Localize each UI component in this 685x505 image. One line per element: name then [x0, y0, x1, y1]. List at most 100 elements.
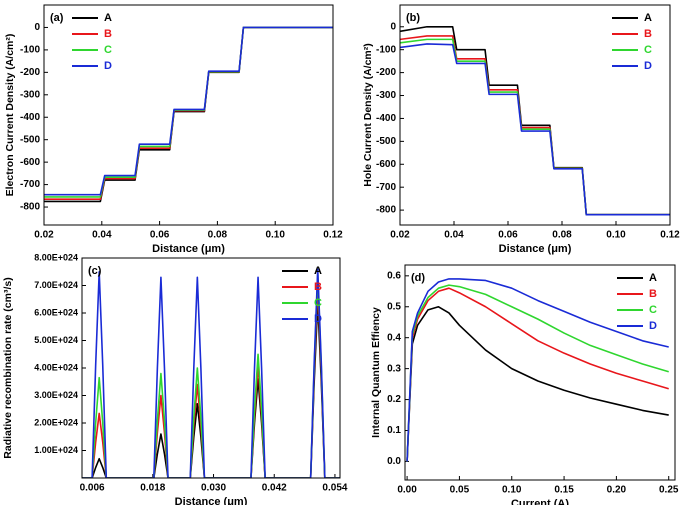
x-tick-label: 0.018: [140, 483, 165, 494]
x-tick-label: 0.04: [444, 230, 464, 241]
y-tick-label: -600: [376, 159, 396, 170]
y-tick-label: 0.6: [387, 270, 401, 281]
panel: 0.02 0.04 0.06 0.08 0.10 0.12 0 -100 -200 -300 -40…: [362, 4, 680, 255]
legend-label: D: [314, 313, 322, 325]
series-line: [406, 287, 669, 462]
x-axis-title: Distance (μm): [175, 496, 248, 505]
x-tick-label: 0.05: [450, 485, 470, 496]
series-line: [400, 43, 670, 216]
series-line: [82, 268, 340, 478]
y-tick-label: 0.4: [387, 332, 401, 343]
legend-label: C: [104, 44, 112, 56]
panel-label: (d): [411, 272, 425, 284]
x-axis-title: Distance (μm): [152, 243, 225, 255]
x-tick-label: 0.10: [606, 230, 626, 241]
y-tick-label: 0: [390, 21, 396, 32]
series-line: [406, 305, 669, 462]
y-tick-label: -400: [376, 113, 396, 124]
y-tick-label: -600: [20, 157, 40, 168]
x-tick-label: 0.25: [659, 485, 679, 496]
x-tick-label: 0.20: [607, 485, 627, 496]
x-tick-label: 0.15: [554, 485, 574, 496]
legend-label: A: [644, 12, 652, 24]
y-tick-label: 5.00E+024: [34, 335, 78, 345]
series-line: [406, 278, 669, 462]
plot-lines: [400, 25, 670, 216]
y-axis-title: Radiative recombination rate (cm³/s): [2, 277, 14, 458]
legend-label: B: [649, 288, 657, 300]
series-line: [406, 284, 669, 462]
legend-label: A: [314, 265, 322, 277]
y-tick-label: 0.0: [387, 456, 401, 467]
plot-lines: [406, 278, 669, 462]
x-tick-label: 0.02: [390, 230, 410, 241]
y-tick-label: 0.5: [387, 301, 401, 312]
panel: 0.00 0.05 0.10 0.15 0.20 0.25 0.0 0.1 0.2 0.3 0.4 0…: [370, 264, 679, 505]
legend-label: B: [644, 28, 652, 40]
y-tick-label: -100: [376, 44, 396, 55]
legend-label: D: [104, 60, 112, 72]
y-tick-label: -100: [20, 45, 40, 56]
y-tick-label: -300: [376, 90, 396, 101]
series-line: [44, 26, 333, 200]
y-tick-label: -500: [376, 136, 396, 147]
x-tick-label: 0.08: [552, 230, 572, 241]
y-tick-label: -800: [20, 202, 40, 213]
y-axis-title: Electron Current Density (A/cm²): [4, 34, 16, 197]
y-tick-label: 0.1: [387, 425, 401, 436]
series-line: [82, 301, 340, 478]
panel-label: (a): [50, 12, 64, 24]
x-tick-label: 0.006: [80, 483, 105, 494]
y-tick-label: -200: [20, 67, 40, 78]
legend-label: A: [649, 272, 657, 284]
y-tick-label: 2.00E+024: [34, 417, 78, 427]
legend-label: A: [104, 12, 112, 24]
legend-label: B: [104, 28, 112, 40]
y-tick-label: 4.00E+024: [34, 362, 78, 372]
panel: 0.006 0.018 0.030 0.042 0.054 1.00E+024 2.00E+…: [2, 252, 348, 505]
legend-label: C: [649, 304, 657, 316]
plot-frame: [404, 264, 676, 481]
series-line: [400, 25, 670, 216]
x-tick-label: 0.06: [150, 230, 170, 241]
x-tick-label: 0.10: [502, 485, 522, 496]
y-tick-label: 1.00E+024: [34, 445, 78, 455]
legend-label: B: [314, 281, 322, 293]
x-axis-title: Distance (μm): [499, 243, 572, 255]
plot-lines: [44, 26, 333, 203]
series-line: [82, 273, 340, 478]
y-tick-label: 0: [34, 22, 40, 33]
legend-label: C: [314, 297, 322, 309]
y-tick-label: 3.00E+024: [34, 390, 78, 400]
y-tick-label: 7.00E+024: [34, 280, 78, 290]
x-tick-label: 0.00: [397, 485, 417, 496]
x-tick-label: 0.030: [201, 483, 226, 494]
y-axis-title: Hole Current Density (A/cm²): [362, 43, 374, 187]
series-line: [82, 284, 340, 478]
y-axis-title: Internal Quantum Effiency: [370, 307, 382, 438]
y-tick-label: -200: [376, 67, 396, 78]
x-tick-label: 0.02: [34, 230, 54, 241]
x-tick-label: 0.042: [262, 483, 287, 494]
y-tick-label: 8.00E+024: [34, 252, 78, 262]
y-tick-label: 6.00E+024: [34, 307, 78, 317]
x-tick-label: 0.12: [660, 230, 680, 241]
plot-lines: [82, 268, 340, 478]
y-tick-label: -700: [20, 179, 40, 190]
x-tick-label: 0.054: [322, 483, 347, 494]
plot-frame: [43, 4, 334, 226]
y-tick-label: -700: [376, 182, 396, 193]
series-line: [44, 26, 333, 196]
y-tick-label: -300: [20, 89, 40, 100]
series-line: [44, 26, 333, 203]
panel-label: (b): [406, 12, 420, 24]
y-tick-label: -400: [20, 112, 40, 123]
x-tick-label: 0.08: [208, 230, 228, 241]
plot-frame: [399, 4, 671, 226]
y-tick-label: -500: [20, 134, 40, 145]
legend-label: D: [644, 60, 652, 72]
panel: 0.02 0.04 0.06 0.08 0.10 0.12 0 -100 -200 -300 -40…: [4, 4, 343, 255]
legend-label: D: [649, 320, 657, 332]
x-axis-title: Current (A): [511, 498, 569, 505]
